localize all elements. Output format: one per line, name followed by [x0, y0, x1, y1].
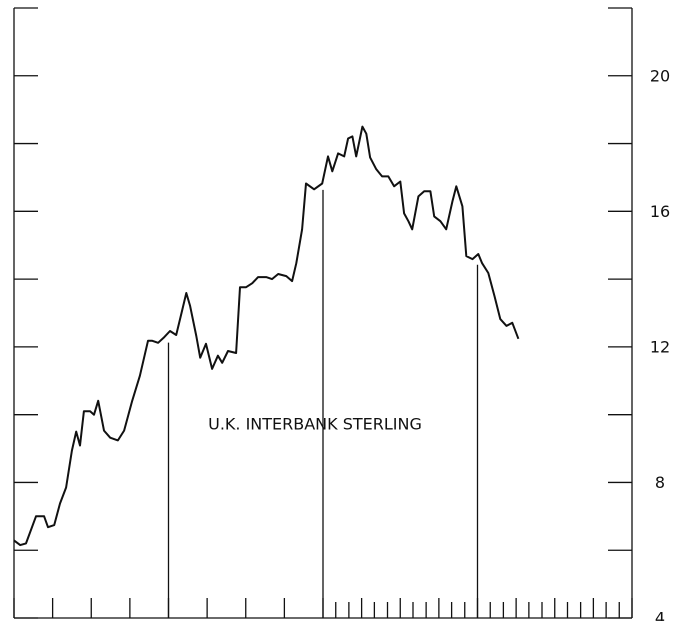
y-tick-label: 4 — [655, 609, 665, 621]
y-tick-label: 12 — [650, 337, 670, 356]
annotation: U.K. INTERBANK STERLING — [208, 415, 422, 434]
y-tick-label: 16 — [650, 202, 670, 221]
y-tick-label: 20 — [650, 66, 670, 85]
series-line — [13, 125, 520, 547]
y-tick-label: 8 — [655, 473, 665, 492]
